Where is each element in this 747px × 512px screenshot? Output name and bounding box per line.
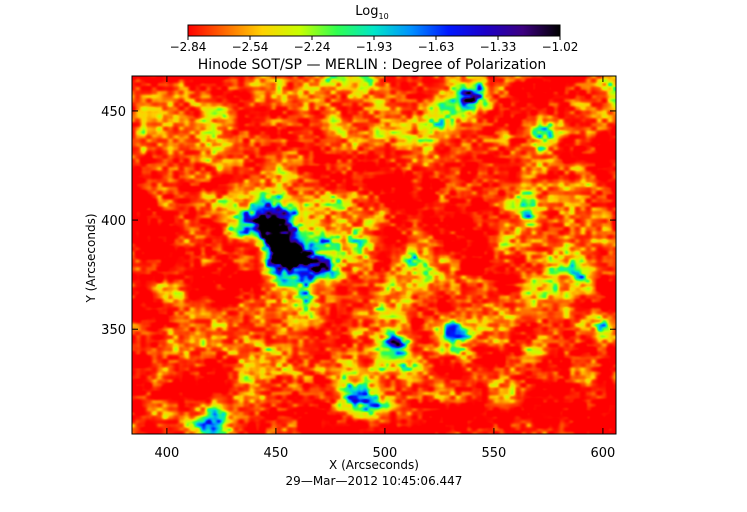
heatmap-canvas (132, 76, 616, 434)
colorbar-tick-label: −2.54 (232, 40, 269, 54)
colorbar-tick-label: −2.24 (294, 40, 331, 54)
y-tick-label: 450 (101, 105, 126, 120)
axis-ticks: 400 450 500 550 600 350 400 450 (101, 76, 616, 461)
colorbar: −2.84 −2.54 −2.24 −1.93 −1.63 −1.33 −1.02 (170, 24, 579, 54)
colorbar-tick-label: −1.02 (542, 40, 579, 54)
y-axis-label: Y (Arcseconds) (84, 213, 98, 303)
x-tick-label: 400 (154, 446, 179, 461)
colorbar-gradient (187, 24, 561, 37)
colorbar-label-base: Log (355, 4, 378, 19)
colorbar-tick-label: −2.84 (170, 40, 207, 54)
colorbar-tick-label: −1.93 (356, 40, 393, 54)
observation-timestamp: 29—Mar—2012 10:45:06.447 (286, 474, 463, 488)
x-tick-label: 450 (263, 446, 288, 461)
colorbar-label: Log10 (355, 4, 388, 21)
colorbar-tick-label: −1.33 (480, 40, 517, 54)
colorbar-tick-label: −1.63 (418, 40, 455, 54)
colorbar-label-subscript: 10 (379, 12, 389, 21)
x-tick-label: 600 (591, 446, 616, 461)
x-axis-label: X (Arcseconds) (329, 458, 419, 472)
y-tick-label: 400 (101, 214, 126, 229)
plot-frame (131, 75, 617, 435)
heatmap-plot-area (132, 76, 616, 434)
x-tick-label: 550 (481, 446, 506, 461)
x-tick-label: 500 (372, 446, 397, 461)
colorbar-ticks: −2.84 −2.54 −2.24 −1.93 −1.63 −1.33 −1.02 (170, 36, 579, 54)
y-tick-label: 350 (101, 323, 126, 338)
chart-title: Hinode SOT/SP — MERLIN : Degree of Polar… (198, 57, 547, 73)
